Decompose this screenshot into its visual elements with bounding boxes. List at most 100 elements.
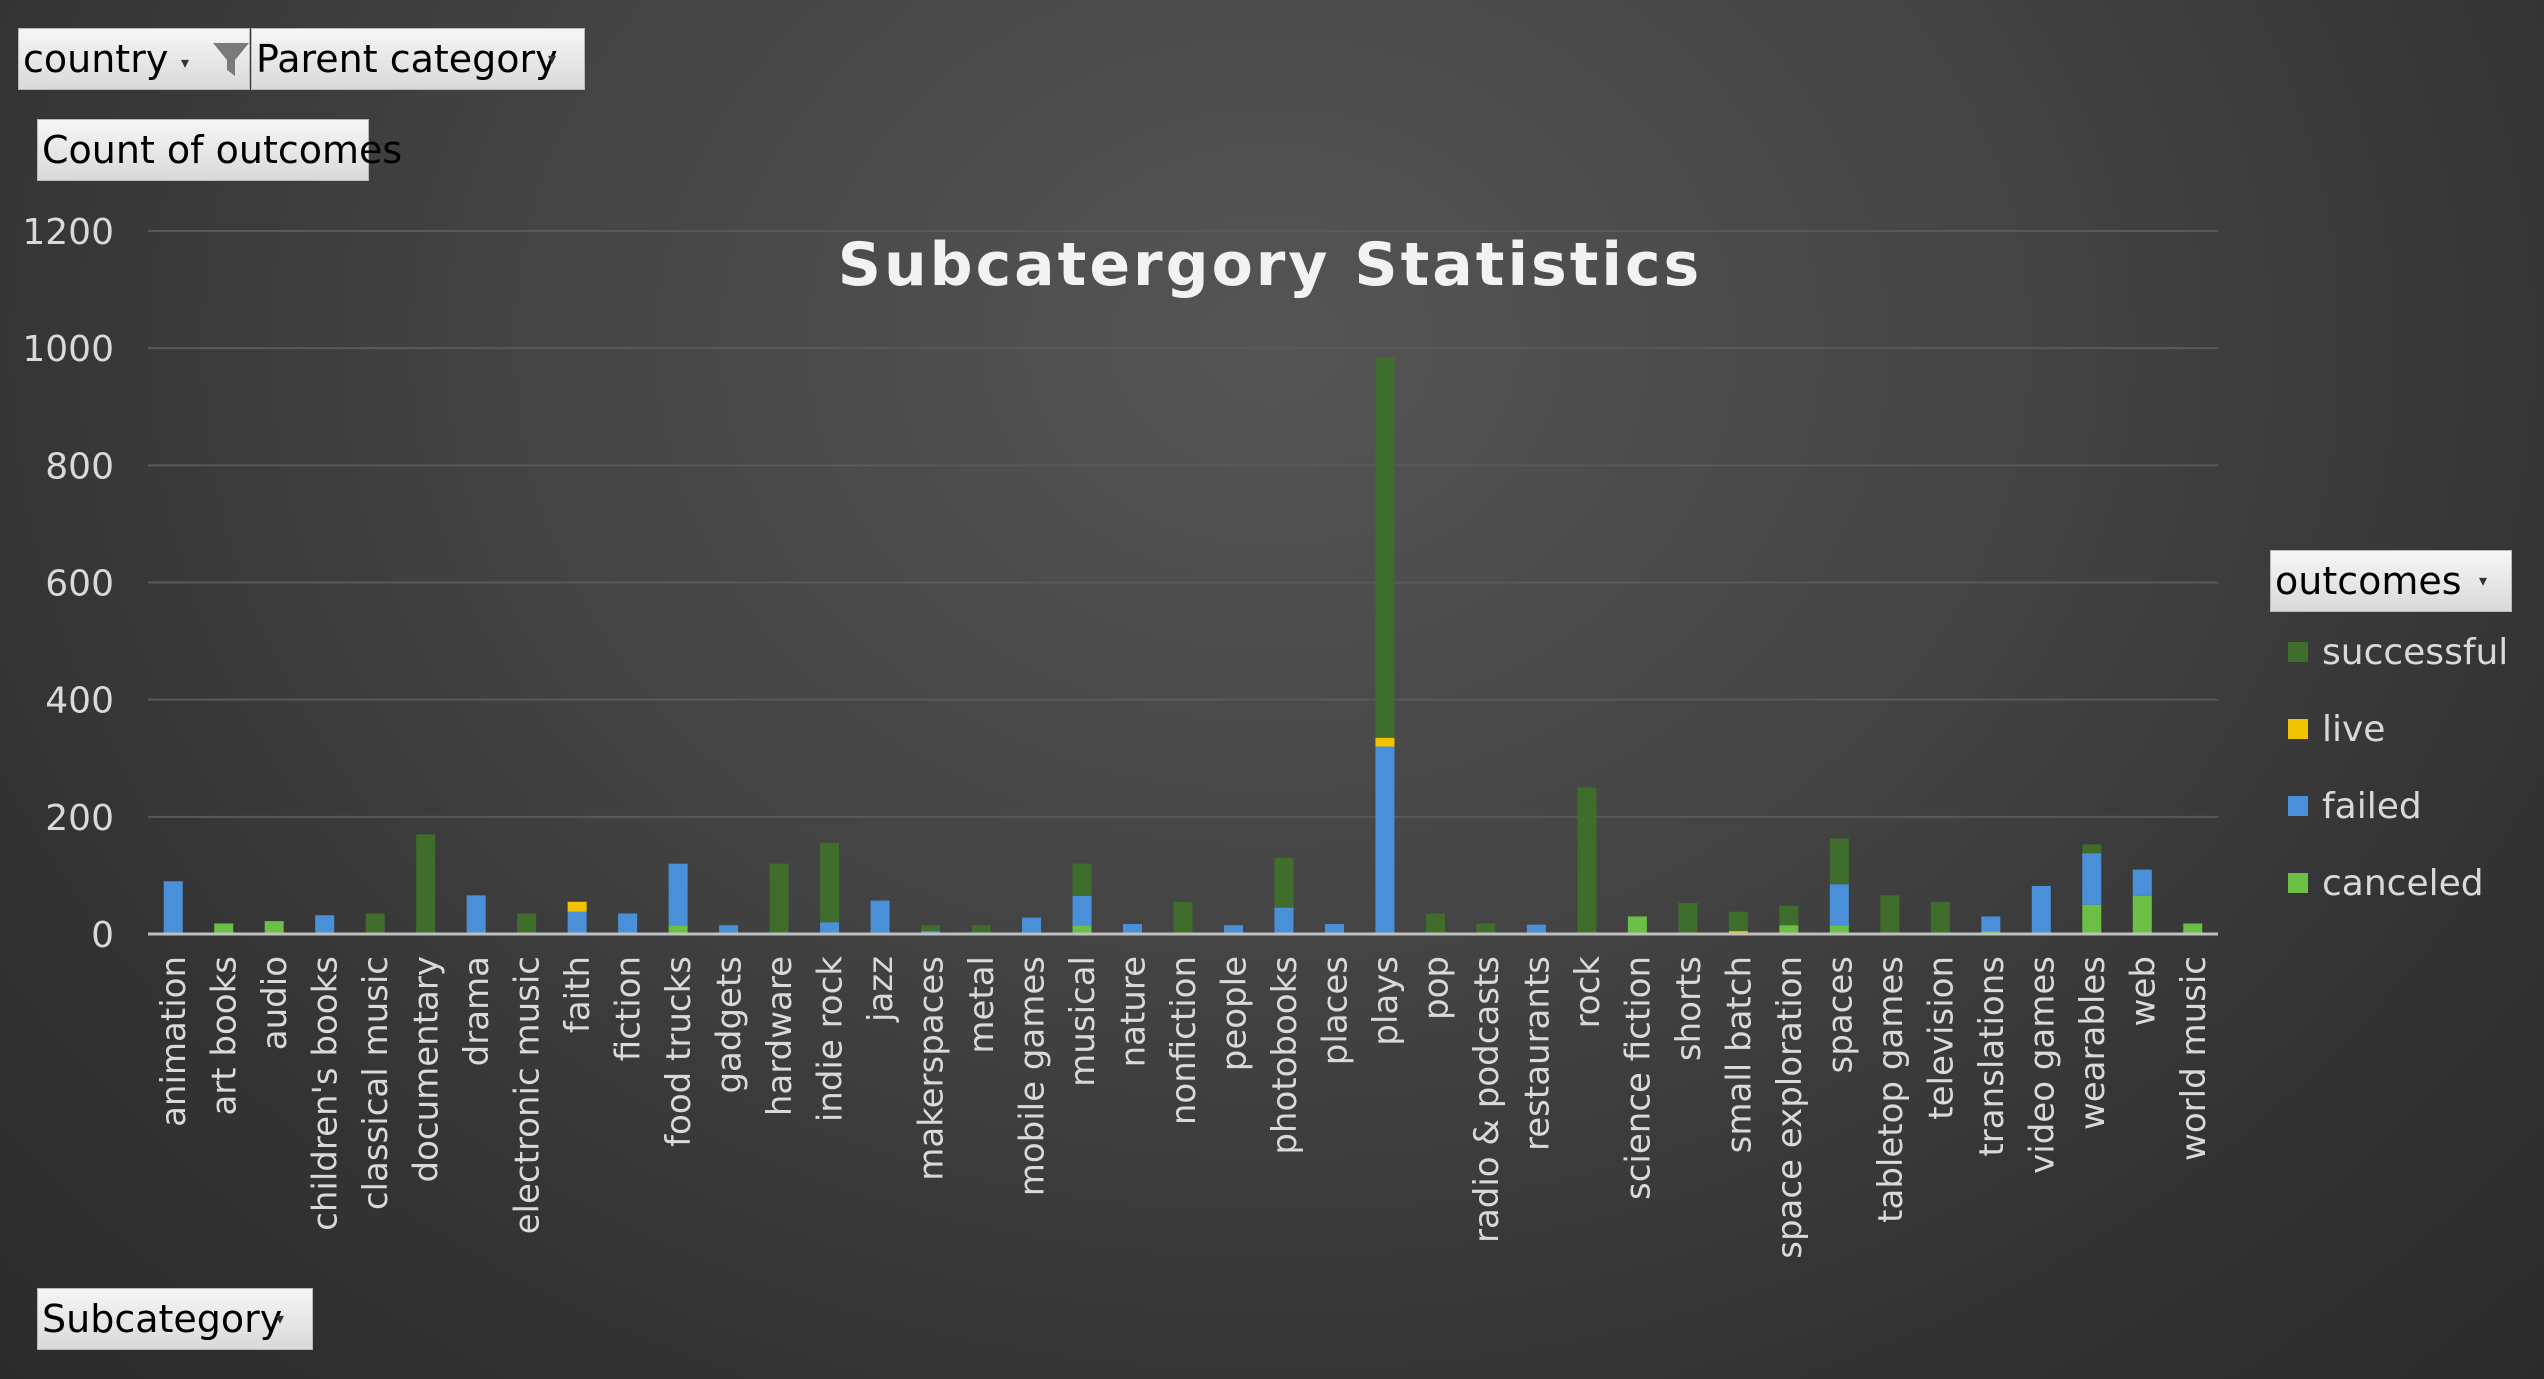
bar-segment-failed: [1526, 924, 1546, 934]
subcategory-field-label: Subcategory: [42, 1297, 283, 1341]
x-tick-label: world music: [2174, 956, 2214, 1161]
bar-segment-canceled: [2082, 904, 2102, 934]
y-axis-ticks: 0 200 400 600 800 1000 1200: [22, 212, 114, 956]
bar-segment-successful: [1829, 838, 1849, 885]
bar-segment-failed: [2082, 853, 2102, 905]
bar-segment-failed: [1274, 907, 1294, 934]
bar-segment-canceled: [2132, 895, 2152, 934]
chevron-down-icon: ▾: [181, 53, 190, 72]
outcomes-legend-field-button[interactable]: outcomes ▾: [2270, 550, 2512, 612]
x-tick-label: animation: [154, 956, 194, 1127]
legend-swatch: [2288, 873, 2308, 893]
value-field-label: Count of outcomes: [42, 128, 403, 172]
bar-segment-failed: [1123, 924, 1143, 934]
legend-swatch: [2288, 719, 2308, 739]
bar-segment-failed: [163, 881, 183, 934]
bar-segment-live: [1375, 737, 1395, 747]
x-tick-label: plays: [1366, 956, 1406, 1046]
chevron-down-icon: ▾: [2479, 571, 2488, 590]
bar-segment-failed: [1072, 895, 1092, 926]
bar-segment-failed: [466, 895, 486, 934]
bar-segment-successful: [1072, 863, 1092, 896]
funnel-filter-icon: [213, 43, 249, 76]
y-tick-label: 200: [45, 798, 114, 839]
bar-segment-failed: [1223, 925, 1243, 934]
x-tick-label: food trucks: [659, 956, 699, 1147]
x-tick-label: classical music: [356, 956, 396, 1210]
legend-item-canceled: canceled: [2288, 862, 2484, 904]
x-tick-label: tabletop games: [1871, 956, 1911, 1223]
subcategory-axis-field-button[interactable]: Subcategory ▾: [37, 1288, 313, 1350]
legend-swatch: [2288, 796, 2308, 816]
x-tick-label: art books: [205, 956, 245, 1116]
x-tick-label: hardware: [760, 956, 800, 1116]
bar-segment-failed: [1375, 746, 1395, 934]
country-filter-button[interactable]: country ▾: [18, 28, 250, 90]
country-filter-label: country: [23, 37, 169, 81]
x-tick-label: gadgets: [710, 956, 750, 1094]
legend-label: successful: [2322, 631, 2509, 673]
bar-segment-successful: [1375, 356, 1395, 738]
bar-segment-successful: [769, 863, 789, 934]
x-tick-label: jazz: [861, 956, 901, 1023]
x-tick-label: pop: [1416, 956, 1456, 1020]
x-tick-label: web: [2123, 956, 2163, 1026]
x-tick-label: rock: [1568, 956, 1608, 1029]
y-tick-label: 1200: [22, 212, 114, 253]
bar-segment-successful: [365, 913, 385, 934]
y-tick-label: 400: [45, 681, 114, 722]
legend-swatch: [2288, 642, 2308, 662]
x-tick-label: electronic music: [508, 956, 548, 1234]
x-tick-label: children's books: [306, 956, 346, 1231]
bar-segment-canceled: [1829, 925, 1849, 934]
bar-segment-failed: [315, 915, 335, 934]
x-tick-label: video games: [2022, 956, 2062, 1174]
bar-segment-successful: [517, 913, 537, 934]
legend-item-successful: successful: [2288, 631, 2509, 673]
x-tick-label: wearables: [2073, 956, 2113, 1130]
x-tick-label: science fiction: [1618, 956, 1658, 1200]
gridlines: [148, 230, 2218, 818]
x-tick-label: radio & podcasts: [1467, 956, 1507, 1243]
x-tick-label: translations: [1972, 956, 2012, 1157]
parent-category-filter-label: Parent category: [256, 37, 558, 81]
bar-segment-canceled: [264, 921, 284, 934]
legend-label: failed: [2322, 785, 2422, 827]
outcomes-field-label: outcomes: [2275, 559, 2462, 603]
bar-segment-successful: [820, 842, 840, 923]
x-tick-label: restaurants: [1517, 956, 1557, 1151]
x-tick-label: places: [1315, 956, 1355, 1065]
bar-segment-successful: [1728, 911, 1748, 932]
bar-segment-successful: [1678, 902, 1698, 934]
y-tick-label: 800: [45, 446, 114, 487]
x-tick-label: shorts: [1669, 956, 1709, 1061]
x-tick-label: metal: [962, 956, 1002, 1054]
bar-segment-successful: [1779, 905, 1799, 926]
bar-segment-failed: [1324, 924, 1344, 934]
bar-segment-canceled: [2183, 923, 2203, 934]
x-tick-label: nonfiction: [1164, 956, 1204, 1125]
bar-segment-failed: [618, 913, 638, 934]
bar-segment-failed: [719, 925, 739, 934]
bar-segment-canceled: [1627, 916, 1647, 934]
parent-category-filter-button[interactable]: Parent category ▾: [251, 28, 585, 90]
x-tick-label: documentary: [407, 956, 447, 1182]
x-tick-label: audio: [255, 956, 295, 1050]
bar-segment-successful: [921, 925, 941, 932]
x-tick-label: television: [1921, 956, 1961, 1120]
x-axis-ticks: animation art books audio children's books c…: [154, 956, 2214, 1259]
chevron-down-icon: ▾: [276, 1309, 285, 1328]
bar-segment-failed: [567, 911, 587, 934]
legend-label: canceled: [2322, 862, 2484, 904]
bar-segment-successful: [1476, 923, 1496, 934]
x-tick-label: drama: [457, 956, 497, 1066]
value-field-button[interactable]: Count of outcomes: [37, 119, 402, 181]
bar-segment-failed: [1981, 916, 2001, 932]
bar-segment-successful: [416, 834, 436, 934]
bar-segment-canceled: [668, 925, 688, 934]
bar-segment-failed: [668, 863, 688, 926]
bar-segment-successful: [2082, 844, 2102, 854]
x-tick-label: photobooks: [1265, 956, 1305, 1155]
bar-segment-successful: [1577, 787, 1597, 934]
